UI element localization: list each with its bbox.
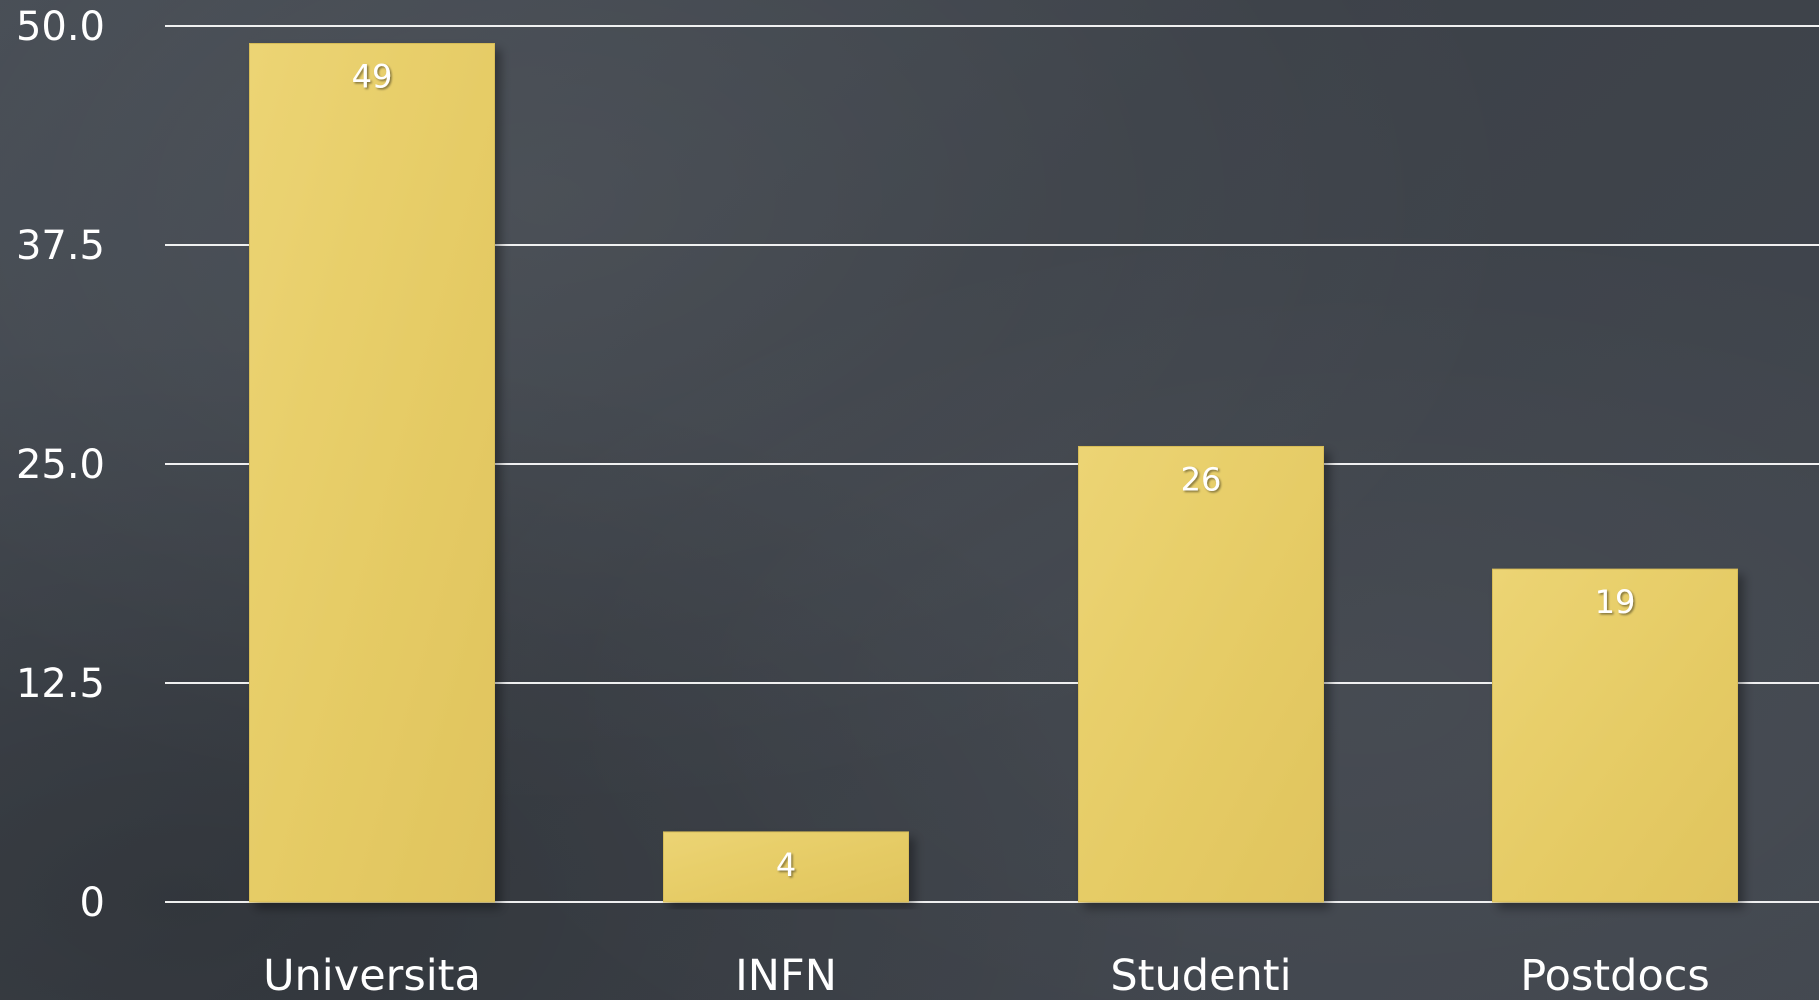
bar-universita (249, 43, 495, 903)
bars (249, 43, 1738, 903)
category-label-universita: Universita (263, 951, 481, 1000)
category-label-studenti: Studenti (1110, 951, 1291, 1000)
y-tick-label: 37.5 (16, 223, 105, 269)
y-tick-label: 12.5 (16, 661, 105, 707)
bar-value-label: 26 (1181, 460, 1222, 498)
y-axis-tick-labels: 0 12.5 25.0 37.5 50.0 (16, 4, 105, 926)
x-axis-category-labels: Universita INFN Studenti Postdocs (263, 951, 1710, 1000)
bar-infn (663, 831, 909, 903)
y-tick-label: 50.0 (16, 4, 105, 50)
category-label-infn: INFN (735, 951, 837, 1000)
bar-value-label: 4 (776, 846, 796, 884)
category-label-postdocs: Postdocs (1520, 951, 1710, 1000)
bar-studenti (1078, 445, 1324, 903)
y-tick-label: 0 (80, 880, 105, 926)
bar-value-labels: 49 4 26 19 (352, 58, 1636, 884)
bar-postdocs (1492, 568, 1738, 903)
bar-value-label: 19 (1595, 583, 1636, 621)
y-tick-label: 25.0 (16, 442, 105, 488)
bar-value-label: 49 (352, 58, 393, 96)
